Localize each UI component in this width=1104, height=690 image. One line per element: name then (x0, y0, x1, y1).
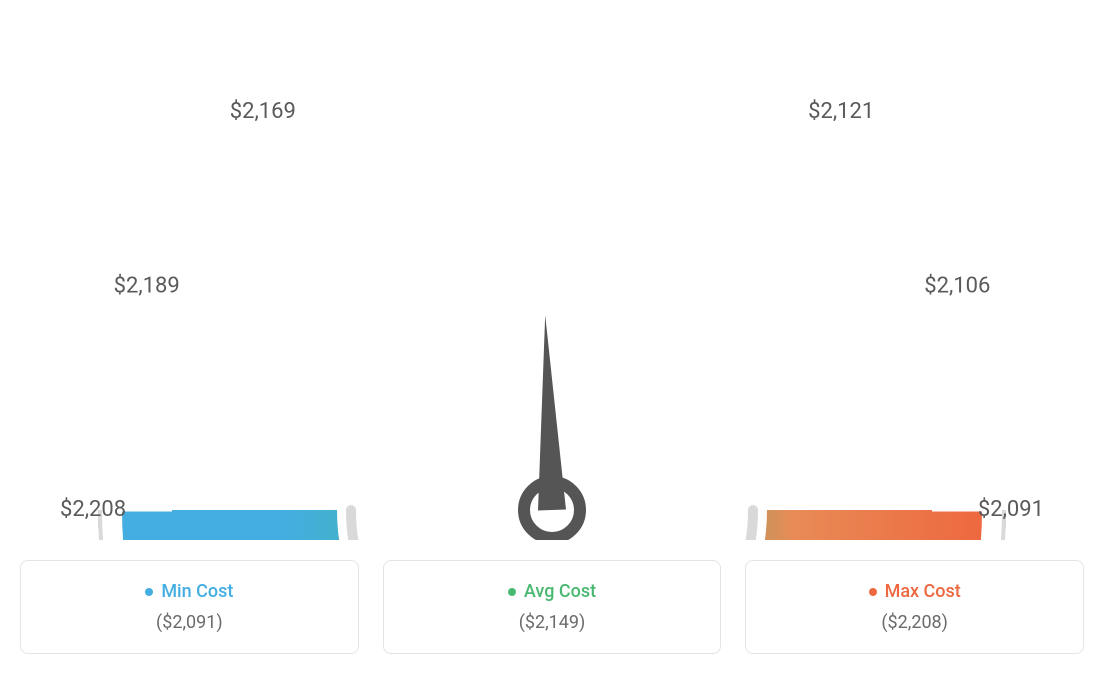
dot-icon (145, 588, 153, 596)
legend-max-text: Max Cost (885, 581, 961, 602)
svg-text:$2,106: $2,106 (924, 274, 990, 299)
legend-avg-value: ($2,149) (394, 612, 711, 633)
svg-text:$2,208: $2,208 (60, 497, 126, 522)
legend-max-value: ($2,208) (756, 612, 1073, 633)
svg-text:$2,121: $2,121 (808, 99, 874, 124)
legend-min-card: Min Cost ($2,091) (20, 560, 359, 654)
legend-min-label: Min Cost (31, 581, 348, 602)
dot-icon (508, 588, 516, 596)
legend-min-value: ($2,091) (31, 612, 348, 633)
legend-min-text: Min Cost (161, 581, 233, 602)
legend-row: Min Cost ($2,091) Avg Cost ($2,149) Max … (20, 560, 1084, 654)
svg-text:$2,189: $2,189 (114, 274, 180, 299)
cost-gauge-chart: $2,091$2,106$2,121$2,149$2,169$2,189$2,2… (20, 20, 1084, 540)
legend-avg-label: Avg Cost (394, 581, 711, 602)
legend-avg-text: Avg Cost (524, 581, 596, 602)
svg-text:$2,169: $2,169 (230, 99, 296, 124)
dot-icon (869, 588, 877, 596)
legend-max-label: Max Cost (756, 581, 1073, 602)
legend-max-card: Max Cost ($2,208) (745, 560, 1084, 654)
legend-avg-card: Avg Cost ($2,149) (383, 560, 722, 654)
svg-text:$2,091: $2,091 (978, 497, 1044, 522)
